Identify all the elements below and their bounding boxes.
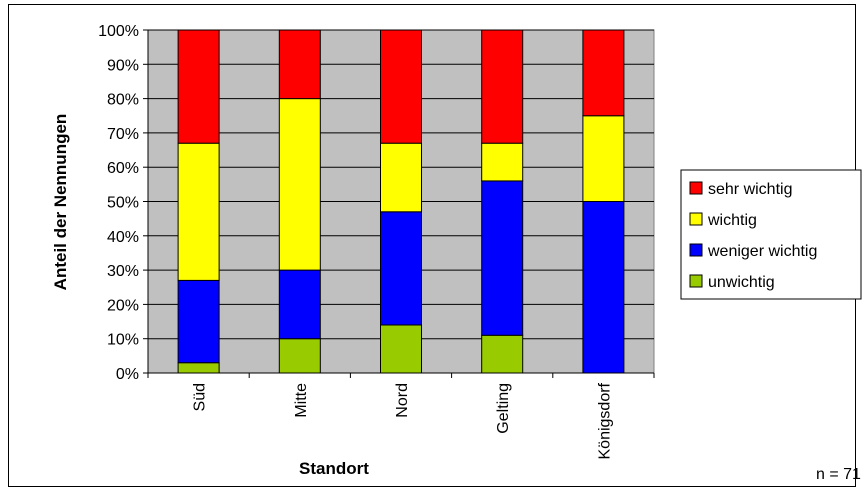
sample-size-note: n = 71 (816, 466, 861, 483)
y-tick-label: 70% (107, 126, 139, 143)
bar-segment (177, 279, 220, 364)
bar-segment (177, 362, 220, 374)
bar-segment (380, 29, 422, 144)
y-axis-title: Anteil der Nennungen (51, 114, 70, 291)
legend-swatch (689, 243, 703, 257)
y-tick-label: 10% (107, 332, 139, 349)
x-tick-label: Königsdorf (596, 382, 613, 459)
legend-swatch (689, 181, 703, 195)
x-tick-label: Süd (192, 383, 209, 411)
bar-segment (582, 115, 625, 202)
bar-segment (582, 29, 625, 117)
bar-segment (380, 142, 422, 213)
bar-segment (278, 29, 321, 100)
bar-segment (481, 29, 524, 144)
y-tick-label: 100% (98, 23, 139, 40)
x-tick-label: Mitte (293, 383, 310, 418)
y-tick-label: 40% (107, 229, 139, 246)
x-tick-label: Nord (394, 383, 411, 418)
bars (177, 29, 625, 374)
bar-segment (177, 142, 220, 281)
y-tick-label: 0% (116, 366, 139, 383)
x-tick-label: Gelting (495, 383, 512, 434)
legend-label: sehr wichtig (708, 181, 792, 198)
bar-segment (582, 201, 625, 374)
bar-segment (481, 142, 524, 182)
bar-segment (481, 180, 524, 336)
bar-segment (177, 29, 220, 144)
legend-label: wichtig (707, 212, 757, 229)
y-axis: 0% 10% 20% 30% 40% 50% 60% 70% 80% 90% 100% (98, 23, 149, 383)
bar-segment (278, 338, 321, 374)
legend: sehr wichtig wichtig weniger wichtig unwich… (680, 169, 862, 300)
bar-segment (278, 269, 321, 340)
bar-segment (380, 324, 422, 374)
y-tick-label: 50% (107, 195, 139, 212)
bar-segment (278, 98, 321, 271)
y-tick-label: 90% (107, 57, 139, 74)
legend-label: unwichtig (708, 274, 775, 291)
y-tick-label: 80% (107, 92, 139, 109)
y-tick-label: 60% (107, 160, 139, 177)
x-axis-title: Standort (299, 459, 369, 478)
bar-segment (380, 211, 422, 326)
legend-swatch (689, 274, 703, 288)
y-tick-label: 30% (107, 263, 139, 280)
y-tick-label: 20% (107, 297, 139, 314)
legend-box (680, 169, 862, 300)
bar-segment (481, 334, 524, 374)
legend-swatch (689, 212, 703, 226)
legend-label: weniger wichtig (707, 243, 817, 260)
x-axis: Süd Mitte Nord Gelting Königsdorf (147, 372, 655, 460)
